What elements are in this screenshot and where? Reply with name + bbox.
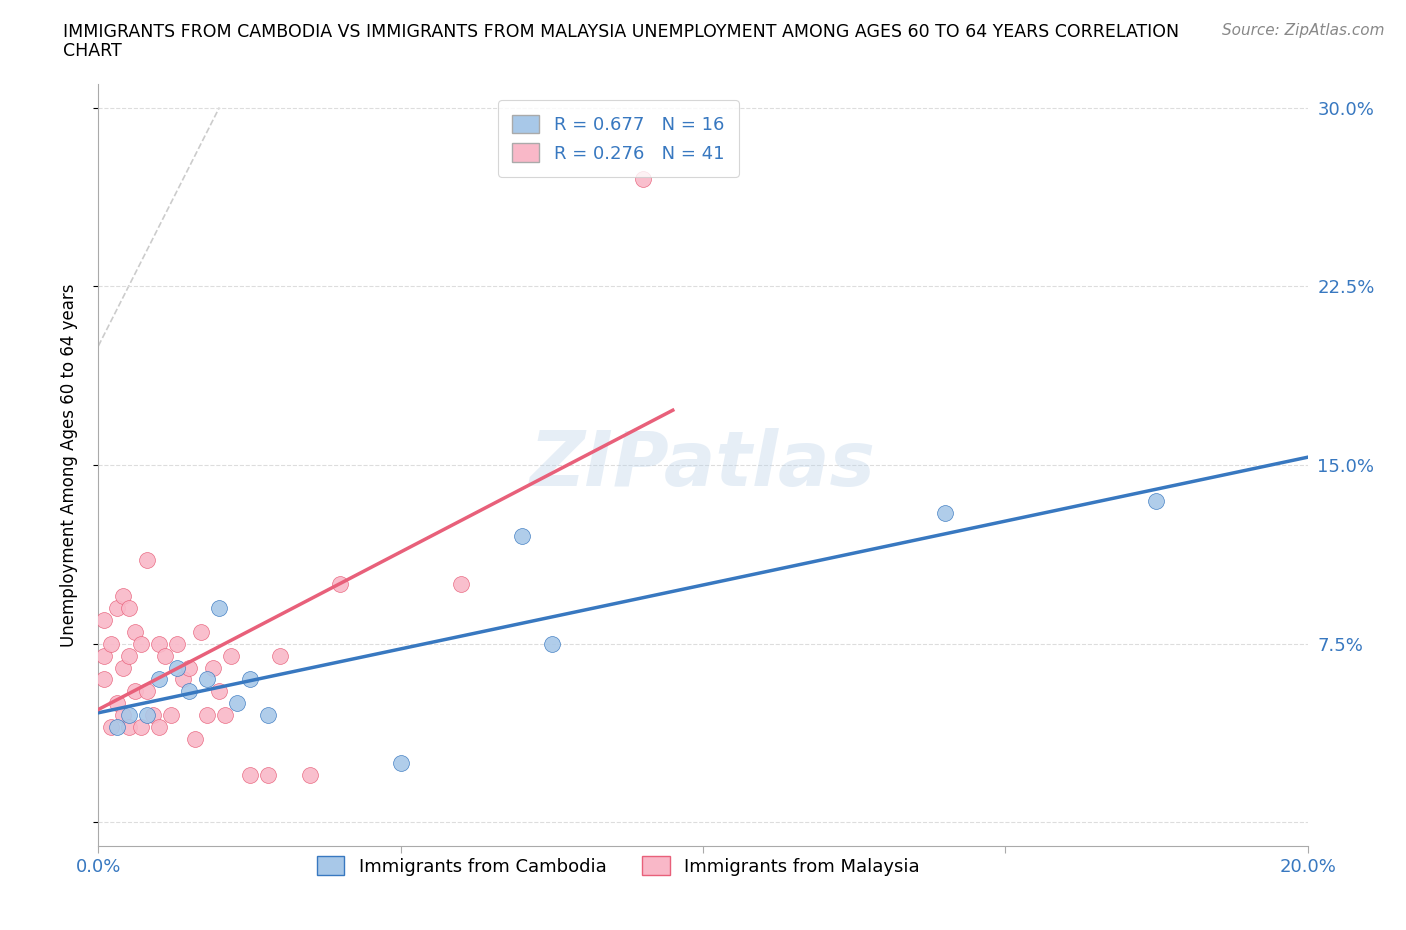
Point — [135, 552, 157, 567]
Point — [195, 672, 218, 687]
Point — [148, 672, 170, 687]
Point — [148, 636, 170, 651]
Point — [239, 767, 262, 782]
Point — [129, 636, 152, 651]
Point — [450, 577, 472, 591]
Point — [124, 684, 146, 698]
Point — [118, 601, 141, 616]
Text: IMMIGRANTS FROM CAMBODIA VS IMMIGRANTS FROM MALAYSIA UNEMPLOYMENT AMONG AGES 60 : IMMIGRANTS FROM CAMBODIA VS IMMIGRANTS F… — [63, 23, 1180, 41]
Point — [256, 767, 278, 782]
Point — [124, 624, 146, 639]
Point — [934, 505, 956, 520]
Point — [631, 171, 654, 186]
Point — [111, 660, 134, 675]
Point — [389, 755, 412, 770]
Point — [93, 672, 115, 687]
Point — [540, 636, 562, 651]
Text: ZIPatlas: ZIPatlas — [530, 428, 876, 502]
Point — [1144, 493, 1167, 508]
Point — [256, 708, 278, 723]
Point — [100, 636, 122, 651]
Point — [299, 767, 322, 782]
Text: CHART: CHART — [63, 42, 122, 60]
Point — [239, 672, 262, 687]
Point — [166, 636, 188, 651]
Point — [129, 720, 152, 735]
Point — [93, 613, 115, 628]
Point — [195, 708, 218, 723]
Point — [179, 684, 201, 698]
Point — [166, 660, 188, 675]
Point — [208, 601, 231, 616]
Point — [100, 720, 122, 735]
Point — [93, 648, 115, 663]
Point — [510, 529, 533, 544]
Point — [118, 720, 141, 735]
Point — [105, 696, 128, 711]
Point — [226, 696, 249, 711]
Point — [142, 708, 165, 723]
Point — [221, 648, 243, 663]
Y-axis label: Unemployment Among Ages 60 to 64 years: Unemployment Among Ages 60 to 64 years — [59, 284, 77, 646]
Point — [190, 624, 212, 639]
Point — [153, 648, 176, 663]
Point — [135, 708, 157, 723]
Point — [172, 672, 194, 687]
Point — [202, 660, 225, 675]
Point — [208, 684, 231, 698]
Point — [118, 648, 141, 663]
Point — [329, 577, 352, 591]
Point — [111, 708, 134, 723]
Point — [148, 720, 170, 735]
Legend: Immigrants from Cambodia, Immigrants from Malaysia: Immigrants from Cambodia, Immigrants fro… — [309, 849, 927, 883]
Text: Source: ZipAtlas.com: Source: ZipAtlas.com — [1222, 23, 1385, 38]
Point — [105, 601, 128, 616]
Point — [184, 732, 207, 747]
Point — [135, 684, 157, 698]
Point — [269, 648, 291, 663]
Point — [118, 708, 141, 723]
Point — [105, 720, 128, 735]
Point — [179, 660, 201, 675]
Point — [111, 589, 134, 604]
Point — [214, 708, 236, 723]
Point — [160, 708, 183, 723]
